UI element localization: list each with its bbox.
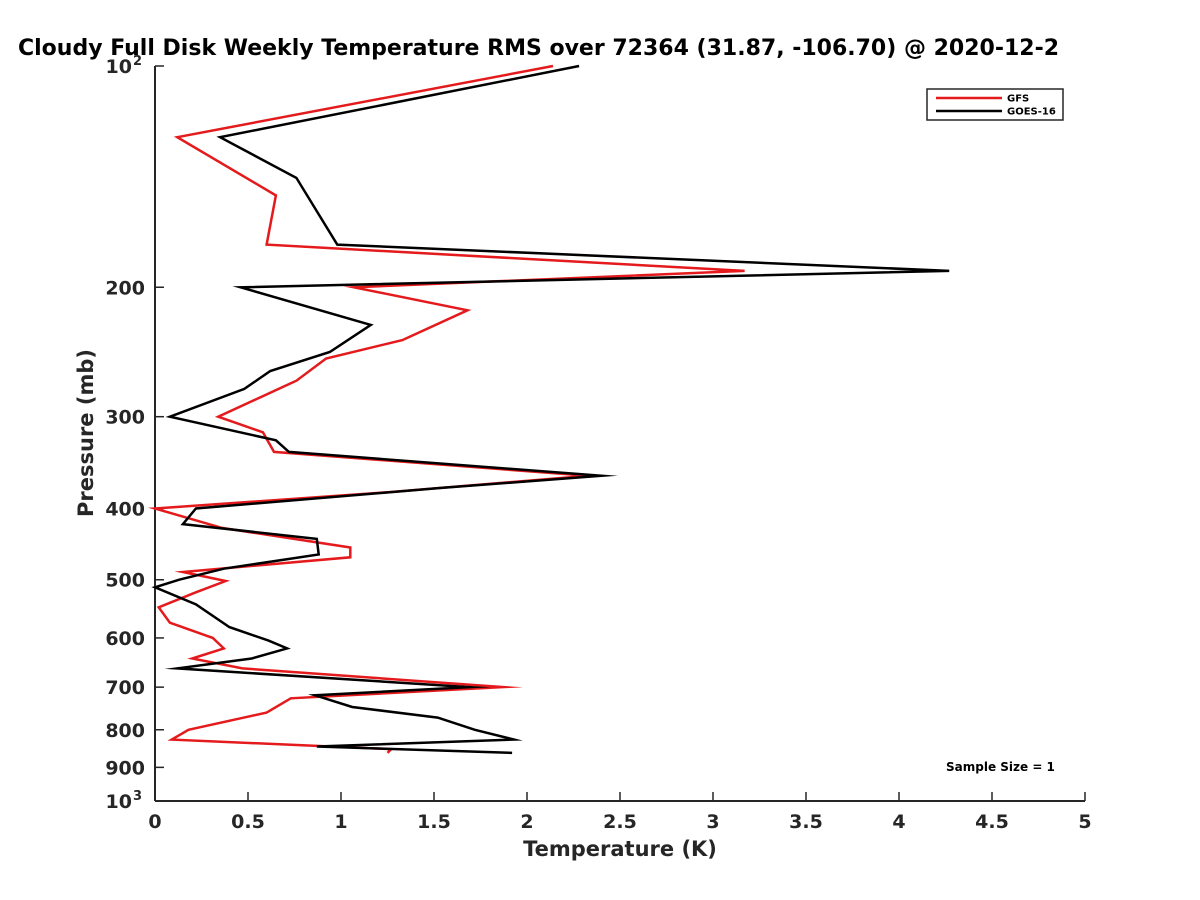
x-tick-label: 1.5 (417, 811, 451, 833)
y-tick-label: 300 (105, 407, 145, 429)
legend: GFS GOES-16 (926, 88, 1064, 121)
x-tick-label: 2.5 (603, 811, 637, 833)
legend-entries: GFS GOES-16 (936, 94, 1056, 118)
x-tick-label: 4.5 (975, 811, 1009, 833)
legend-label: GFS (1007, 94, 1029, 105)
sample-size-annotation: Sample Size = 1 (946, 760, 1055, 774)
y-tick-exponent: 3 (133, 789, 142, 804)
x-tick-label: 3 (706, 811, 719, 833)
x-tick-label: 0 (148, 811, 161, 833)
chart-title: Cloudy Full Disk Weekly Temperature RMS … (18, 36, 1059, 61)
x-tick-label: 2 (520, 811, 533, 833)
x-tick-label: 5 (1078, 811, 1091, 833)
y-tick-label: 500 (105, 570, 145, 592)
series-lines (147, 64, 950, 755)
x-tick-label: 4 (892, 811, 905, 833)
x-axis-label: Temperature (K) (523, 837, 717, 861)
y-tick-label: 900 (105, 757, 145, 779)
y-tick-label: 600 (105, 628, 145, 650)
x-tick-label: 0.5 (231, 811, 265, 833)
series-line-goes-16 (151, 64, 950, 755)
y-tick-label: 700 (105, 677, 145, 699)
y-tick-label: 400 (105, 499, 145, 521)
series-line-gfs (147, 64, 745, 754)
x-tick-label: 1 (334, 811, 347, 833)
y-tick-label: 10 (106, 56, 132, 78)
y-axis-label: Pressure (mb) (74, 349, 98, 517)
x-tick-label: 3.5 (789, 811, 823, 833)
legend-label: GOES-16 (1007, 107, 1056, 118)
y-tick-exponent: 2 (133, 54, 142, 69)
y-tick-label: 10 (106, 791, 132, 813)
x-ticks: 0 0.5 1 1.5 2 2.5 3 3.5 4 4.5 5 (148, 792, 1092, 833)
y-tick-label: 200 (105, 277, 145, 299)
y-tick-label: 800 (105, 720, 145, 742)
legend-box (926, 88, 1064, 121)
